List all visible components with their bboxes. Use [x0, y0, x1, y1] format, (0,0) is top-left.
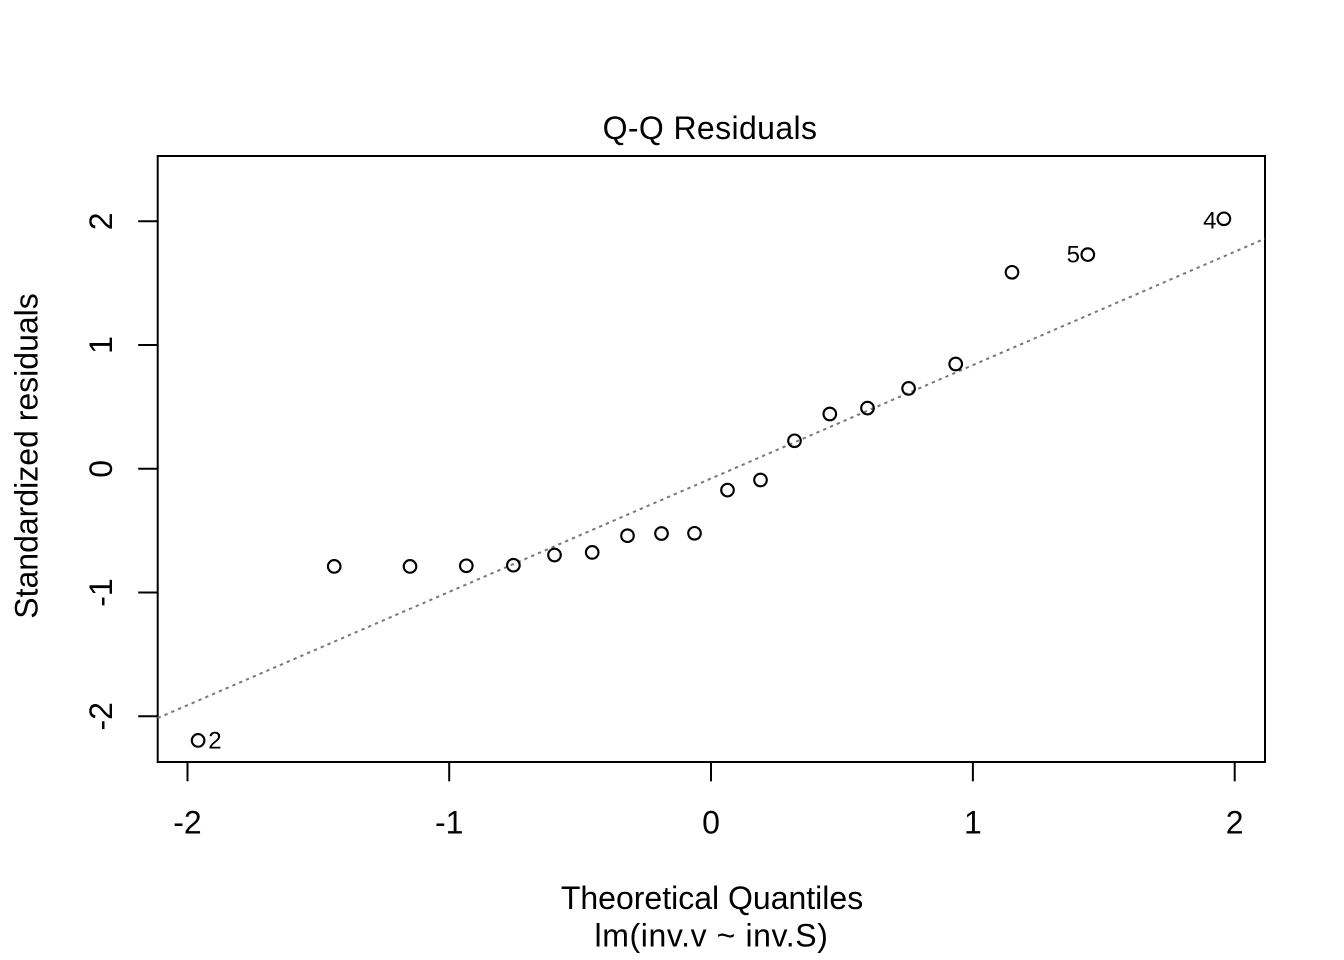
svg-text:Standardized residuals: Standardized residuals — [9, 293, 45, 619]
svg-text:4: 4 — [1203, 207, 1216, 234]
svg-text:1: 1 — [83, 336, 119, 354]
svg-text:1: 1 — [964, 804, 982, 840]
svg-text:2: 2 — [83, 212, 119, 230]
svg-text:0: 0 — [83, 460, 119, 478]
svg-text:Q-Q Residuals: Q-Q Residuals — [603, 110, 818, 146]
svg-text:-1: -1 — [83, 578, 119, 606]
svg-text:-2: -2 — [83, 702, 119, 730]
svg-text:-2: -2 — [173, 804, 201, 840]
svg-text:2: 2 — [208, 728, 221, 755]
svg-text:-1: -1 — [435, 804, 463, 840]
svg-text:Theoretical Quantiles: Theoretical Quantiles — [561, 880, 863, 916]
svg-text:lm(inv.v ~ inv.S): lm(inv.v ~ inv.S) — [595, 917, 829, 953]
svg-text:5: 5 — [1067, 242, 1080, 269]
svg-text:2: 2 — [1226, 804, 1244, 840]
svg-text:0: 0 — [702, 804, 720, 840]
